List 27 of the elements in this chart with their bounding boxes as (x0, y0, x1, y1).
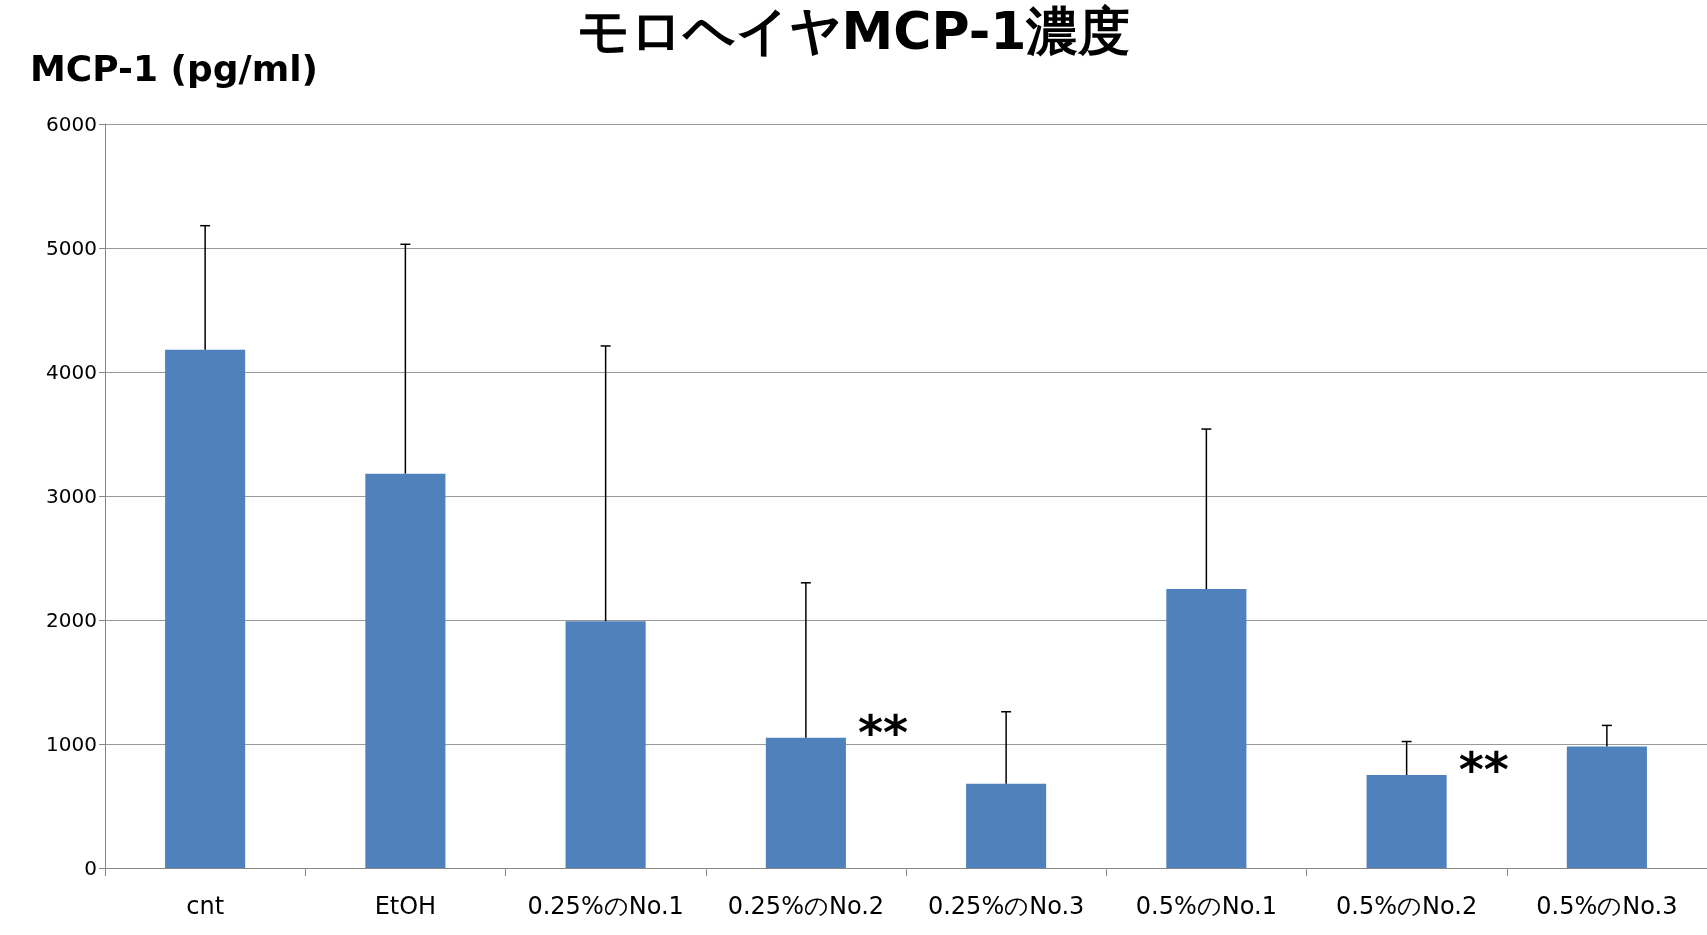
bar (765, 737, 846, 868)
x-tick-label: 0.5%のNo.2 (1336, 892, 1478, 920)
y-tick-label: 5000 (46, 236, 97, 260)
annotation: ** (1458, 741, 1509, 797)
bar (1366, 775, 1447, 868)
x-tick-label: 0.25%のNo.2 (727, 892, 885, 920)
annotation: ** (857, 703, 909, 760)
bar (565, 621, 646, 868)
y-tick-label: 1000 (46, 732, 97, 756)
y-tick-label: 0 (84, 856, 97, 880)
x-tick-label: EtOH (374, 892, 437, 920)
bar (1166, 589, 1247, 868)
x-tick-label: 0.5%のNo.3 (1536, 892, 1678, 920)
x-tick-label: 0.25%のNo.1 (527, 892, 684, 920)
x-tick-label: 0.25%のNo.3 (927, 892, 1085, 920)
chart-title: モロヘイヤMCP-1濃度 (576, 1, 1131, 61)
bar (165, 349, 246, 868)
y-tick-label: 2000 (46, 608, 97, 632)
bar (365, 473, 446, 868)
y-axis-title: MCP-1 (pg/ml) (30, 47, 318, 89)
y-tick-label: 3000 (46, 484, 97, 508)
bar (1566, 746, 1647, 868)
bar (966, 783, 1047, 868)
x-tick-label: 0.5%のNo.1 (1135, 892, 1277, 920)
x-tick-label: cnt (186, 892, 225, 920)
y-tick-label: 6000 (46, 112, 97, 136)
y-tick-label: 4000 (46, 360, 97, 384)
